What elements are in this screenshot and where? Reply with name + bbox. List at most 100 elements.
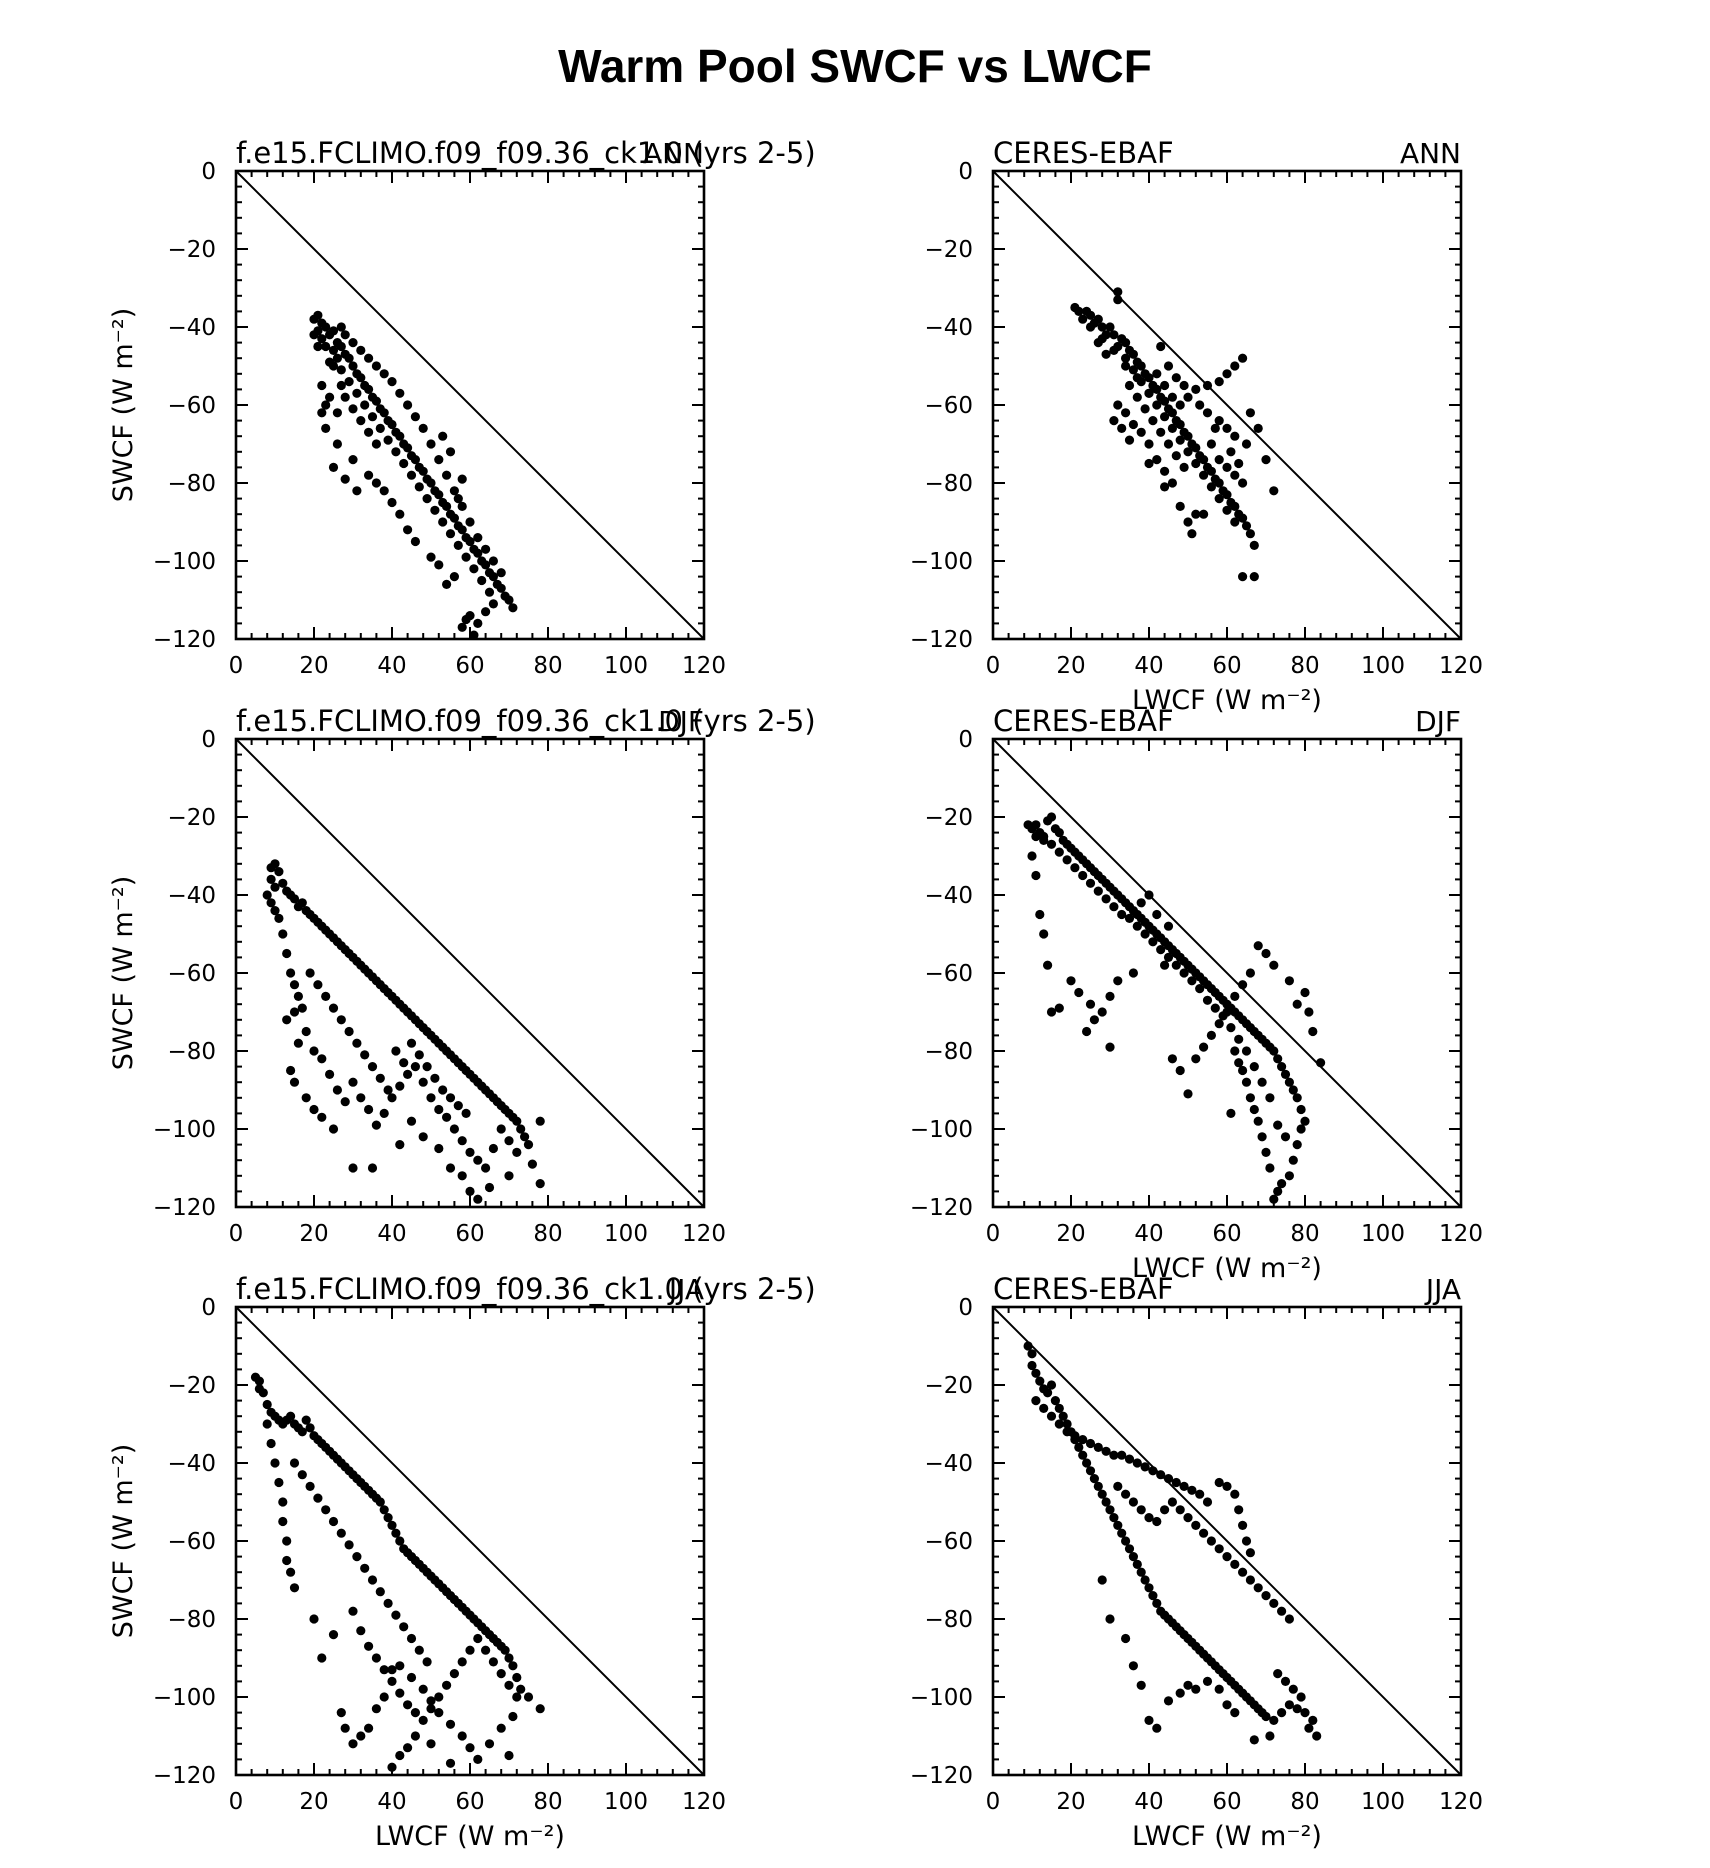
data-point (1269, 1598, 1279, 1608)
data-point (258, 1388, 268, 1398)
data-point (1175, 501, 1185, 511)
data-point (1128, 1661, 1138, 1671)
data-point (1113, 400, 1123, 410)
data-point (1195, 984, 1205, 994)
data-point (340, 392, 350, 402)
data-point (1171, 451, 1181, 461)
data-point (1234, 458, 1244, 469)
panel-left-label: f.e15.FCLIMO.f09_f09.36_ck1.0 (yrs 2-5) (236, 704, 816, 738)
data-point (1199, 1528, 1209, 1538)
data-point (1152, 1516, 1162, 1527)
data-point (278, 1516, 288, 1527)
data-point (364, 470, 374, 480)
data-point (360, 1563, 370, 1573)
data-point (1300, 1708, 1310, 1718)
data-point (395, 1536, 405, 1546)
data-point (289, 1583, 300, 1593)
data-point (1226, 447, 1236, 457)
data-point (1261, 1147, 1271, 1157)
data-point (1144, 373, 1154, 383)
data-point (1288, 1684, 1298, 1694)
data-point (1202, 380, 1213, 391)
data-point (426, 1093, 436, 1103)
data-point (410, 412, 420, 422)
data-point (1105, 1614, 1115, 1624)
data-point (1054, 1403, 1064, 1413)
data-point (1230, 501, 1240, 511)
panel-right-label: JJA (1424, 1273, 1461, 1306)
data-point (321, 341, 331, 352)
data-point (274, 1477, 284, 1488)
data-point (1031, 820, 1041, 830)
x-tick-label: 20 (299, 1789, 328, 1815)
y-tick-label: −120 (153, 1763, 216, 1789)
y-axis-label: SWCF (W m⁻²) (108, 308, 139, 503)
tick-marks (235, 738, 705, 1208)
data-point (371, 439, 381, 449)
data-point (301, 1093, 311, 1103)
data-point (1163, 921, 1174, 931)
data-point (1097, 1489, 1107, 1499)
data-point (356, 373, 366, 383)
data-point (309, 1614, 319, 1624)
data-point (1249, 540, 1259, 551)
data-point (328, 345, 339, 355)
data-point (317, 380, 327, 391)
data-point (457, 1657, 467, 1667)
data-point (1054, 828, 1064, 838)
data-point (254, 1376, 264, 1386)
data-point (1245, 1093, 1255, 1103)
data-point (484, 1739, 495, 1749)
data-point (453, 494, 463, 504)
data-point (1058, 1411, 1068, 1421)
data-point (1191, 1684, 1201, 1694)
data-point (461, 1108, 471, 1118)
data-point (317, 1653, 327, 1663)
data-point (1245, 1575, 1255, 1585)
data-point (387, 1520, 397, 1530)
data-point (282, 1555, 292, 1566)
data-point (1023, 1341, 1033, 1351)
data-point (286, 1567, 296, 1577)
data-point (383, 435, 393, 445)
data-point (379, 1692, 389, 1702)
data-point (403, 525, 413, 535)
data-point (352, 1552, 362, 1562)
data-point (1241, 1077, 1252, 1087)
data-point (367, 412, 378, 422)
y-tick-label: 0 (958, 727, 973, 753)
data-point (1027, 1349, 1037, 1359)
y-tick-label: −100 (153, 549, 216, 575)
data-point (434, 1692, 444, 1702)
data-point (352, 388, 362, 398)
data-point (496, 1723, 506, 1733)
data-point (434, 1143, 444, 1154)
data-point (1199, 1042, 1209, 1052)
data-point (1226, 1108, 1236, 1118)
data-point (1136, 898, 1146, 908)
data-point (1027, 851, 1037, 861)
data-point (364, 427, 374, 437)
data-point (1144, 890, 1154, 900)
data-point (1206, 1536, 1216, 1546)
data-point (328, 326, 339, 336)
y-tick-label: 0 (958, 159, 973, 185)
data-point (1261, 1711, 1271, 1722)
data-point (371, 1120, 381, 1130)
data-point (1269, 486, 1279, 496)
panel-left-label: f.e15.FCLIMO.f09_f09.36_ck1.0 (yrs 2-5) (236, 136, 816, 170)
data-point (457, 501, 467, 511)
data-point (418, 1684, 428, 1694)
data-point (387, 1762, 397, 1772)
reference-line (992, 1306, 1462, 1776)
data-point (1105, 1505, 1115, 1515)
data-point (1234, 1505, 1244, 1515)
data-point (332, 1085, 342, 1095)
data-point (442, 1680, 452, 1690)
y-tick-label: −100 (153, 1685, 216, 1711)
data-point (1253, 1116, 1263, 1126)
data-point (1191, 458, 1201, 469)
data-point (1308, 1715, 1318, 1725)
data-point (1109, 416, 1119, 426)
y-tick-label: −100 (910, 1117, 973, 1143)
